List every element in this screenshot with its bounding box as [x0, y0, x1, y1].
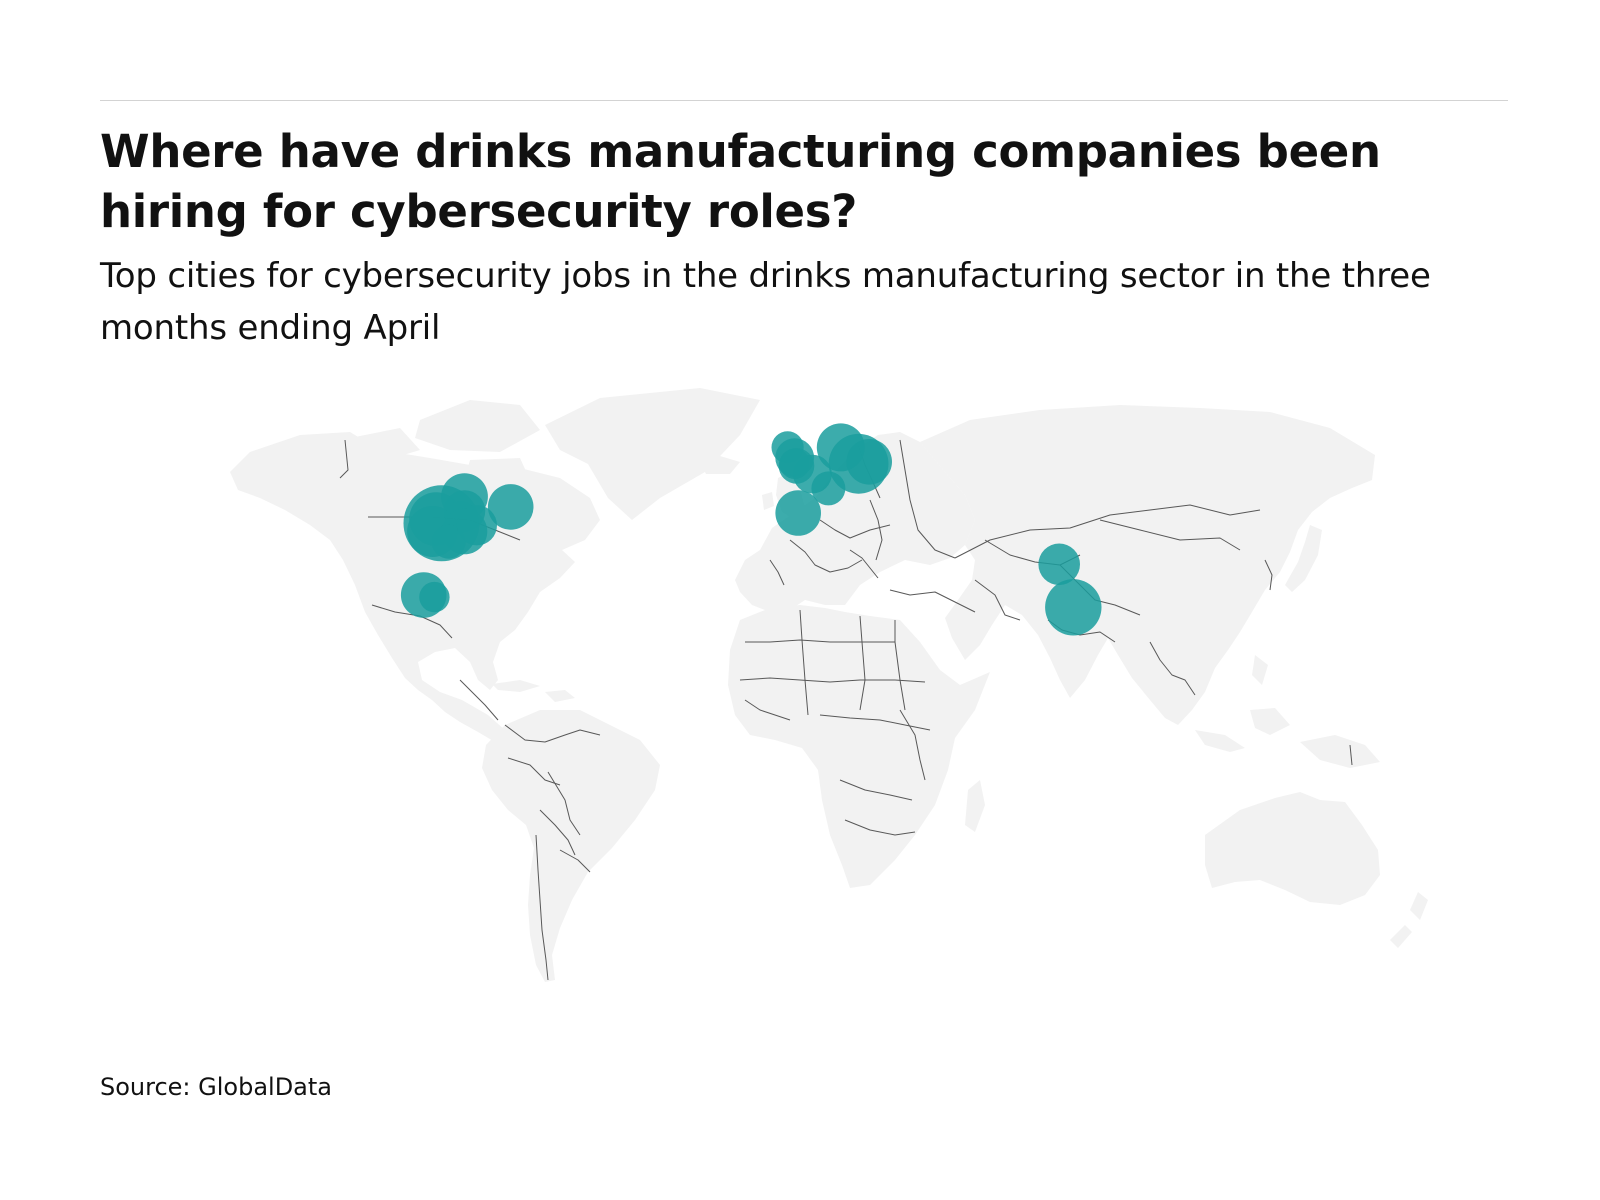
land-iceland	[700, 456, 740, 474]
land-australia	[1205, 792, 1380, 905]
land-southeast-asia-islands	[1195, 655, 1380, 768]
border-europe-central	[819, 519, 891, 539]
border-iran	[974, 579, 1021, 621]
border-africa-vertical-1	[799, 609, 809, 716]
chart-subtitle: Top cities for cybersecurity jobs in the…	[100, 256, 1431, 348]
border-africa-vertical-2	[859, 615, 866, 711]
border-colombia-peru	[507, 757, 561, 786]
border-southeast-asia	[1149, 641, 1196, 696]
border-africa-vertical-3	[894, 620, 906, 711]
city-bubble-poland-21[interactable]	[846, 439, 892, 485]
border-central-america	[459, 679, 499, 721]
city-bubble-india-23[interactable]	[1045, 579, 1102, 636]
border-europe-east	[869, 499, 883, 561]
border-north-africa	[745, 639, 895, 643]
border-papua	[1349, 744, 1353, 766]
city-bubble-united-states-6[interactable]	[487, 484, 534, 530]
city-bubble-united-states-9[interactable]	[431, 524, 466, 559]
border-korea	[1264, 559, 1273, 591]
border-europe-west	[789, 539, 863, 573]
border-china-mongolia	[1099, 519, 1241, 551]
land-japan	[1285, 525, 1322, 592]
land-greenland	[545, 388, 760, 520]
border-paraguay-uruguay	[559, 849, 591, 873]
land-new-zealand	[1390, 892, 1428, 948]
city-bubble-united-states-8[interactable]	[456, 505, 497, 546]
border-balkans	[849, 549, 879, 579]
border-russia-west	[899, 439, 956, 559]
land-europe	[735, 432, 975, 612]
land-africa	[728, 605, 990, 888]
border-south-america-north	[504, 724, 601, 743]
land-caribbean	[492, 680, 575, 702]
border-middle-east	[889, 589, 976, 613]
border-sahel	[739, 677, 926, 683]
border-west-africa	[744, 699, 791, 721]
world-map	[0, 380, 1600, 1020]
top-divider	[100, 100, 1508, 101]
land-asia	[920, 405, 1375, 725]
border-south-africa	[844, 819, 916, 836]
border-east-africa	[899, 709, 926, 781]
border-alaska-canada	[339, 439, 349, 479]
border-brazil-west	[547, 771, 581, 836]
border-russia-south	[954, 504, 1261, 559]
border-iberia	[769, 559, 785, 586]
city-bubble-spain-18[interactable]	[775, 490, 821, 536]
chart-title: Where have drinks manufacturing companie…	[100, 125, 1381, 238]
world-map-svg	[230, 388, 1428, 982]
city-bubble-mexico-11[interactable]	[419, 581, 450, 613]
border-bolivia	[539, 809, 576, 856]
city-bubbles	[400, 423, 1102, 636]
land-madagascar	[965, 780, 985, 832]
border-central-africa	[819, 714, 931, 731]
border-argentina-chile	[535, 834, 549, 981]
border-southern-africa	[839, 779, 913, 801]
source-note: Source: GlobalData	[100, 1073, 333, 1101]
land-arctic-islands	[345, 400, 540, 488]
city-bubble-india-22[interactable]	[1038, 543, 1080, 586]
